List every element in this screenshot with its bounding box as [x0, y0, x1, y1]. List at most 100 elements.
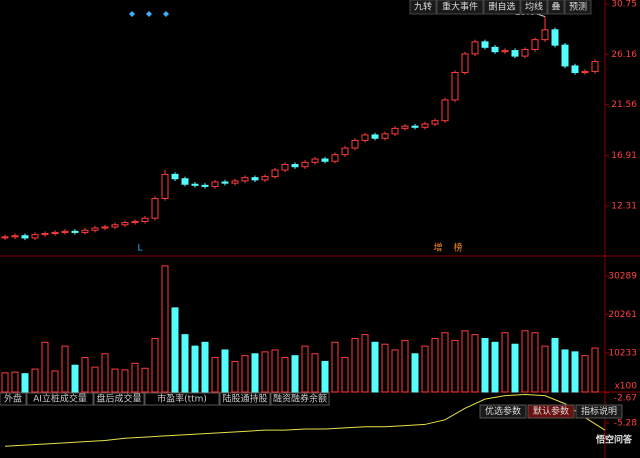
volume-bar: [41, 341, 49, 393]
indicator-button[interactable]: [479, 404, 527, 419]
event-marker: 榜: [453, 242, 462, 254]
candle-body: [541, 29, 549, 41]
toolbar-button[interactable]: [436, 0, 484, 15]
candle-body: [21, 235, 29, 239]
tab-label[interactable]: 融资融券余额: [273, 393, 327, 405]
watermark: 悟空问答: [596, 434, 633, 446]
volume-bar: [181, 334, 189, 393]
y-tick-label: 21.56: [611, 100, 637, 110]
candle-body: [261, 176, 269, 181]
candle-body: [361, 134, 369, 141]
tab[interactable]: [0, 392, 27, 406]
candle-body: [111, 224, 119, 228]
volume-bar: [171, 307, 179, 393]
volume-bar: [31, 368, 39, 393]
volume-bar: [151, 337, 159, 393]
volume-bar: [271, 349, 279, 393]
toolbar-button[interactable]: [547, 0, 565, 15]
candle-body: [141, 217, 149, 222]
candle-body: [281, 164, 289, 171]
volume-bar: [321, 360, 329, 393]
tab[interactable]: [93, 392, 145, 406]
volume-bar: [481, 337, 489, 393]
tab[interactable]: [219, 392, 271, 406]
candle-body: [181, 178, 189, 185]
volume-bar: [161, 265, 169, 393]
candle-body: [421, 123, 429, 128]
volume-bar: [61, 345, 69, 393]
candle-body: [91, 227, 99, 231]
volume-bar: [451, 339, 459, 393]
candle-body: [211, 181, 219, 187]
indicator-button-label[interactable]: 默认参数: [533, 405, 569, 417]
volume-bar: [391, 349, 399, 393]
volume-bar: [281, 357, 289, 393]
volume-bar: [81, 357, 89, 393]
volume-bar: [51, 370, 59, 393]
volume-bar: [561, 349, 569, 393]
toolbar-button[interactable]: [564, 0, 592, 15]
toolbar-label[interactable]: 九转: [414, 1, 432, 13]
tab-label[interactable]: AI立桩成交量: [33, 393, 87, 405]
candle-body: [131, 220, 139, 224]
candle-body: [501, 50, 509, 53]
candle-body: [351, 139, 359, 149]
volume-bar: [381, 343, 389, 393]
toolbar-button[interactable]: [483, 0, 521, 15]
volume-bar: [231, 360, 239, 393]
y-tick-label: 30.75: [611, 0, 637, 10]
toolbar-button[interactable]: [520, 0, 548, 15]
volume-bar: [11, 371, 19, 393]
event-icon: [146, 11, 152, 17]
indicator-button[interactable]: [575, 404, 623, 419]
volume-bar: [191, 345, 199, 393]
toolbar-label[interactable]: 预测: [569, 2, 587, 13]
volume-bar: [201, 341, 209, 393]
event-icon: [163, 11, 169, 17]
indicator-button-label[interactable]: 指标说明: [581, 405, 617, 417]
volume-bar: [581, 355, 589, 393]
candle-body: [11, 235, 19, 238]
candle-body: [481, 41, 489, 48]
tab-label[interactable]: 市盈率(ttm): [157, 393, 207, 405]
volume-bar: [141, 367, 149, 393]
indicator-line: [4, 394, 606, 447]
candle-body: [331, 154, 339, 162]
candle-body: [591, 61, 599, 72]
volume-bar: [551, 337, 559, 393]
candle-body: [511, 50, 519, 57]
tab[interactable]: [144, 392, 220, 406]
candle-body: [521, 49, 529, 57]
toolbar-label[interactable]: 均线: [525, 1, 543, 13]
toolbar-label[interactable]: 重大事件: [442, 1, 478, 13]
toolbar-label[interactable]: 叠: [551, 2, 560, 13]
tab[interactable]: [270, 392, 330, 406]
volume-bar: [471, 334, 479, 393]
tab-label[interactable]: 陆股通持股: [222, 393, 267, 405]
volume-bar: [411, 353, 419, 393]
volume-bar: [241, 355, 249, 393]
volume-bar: [531, 332, 539, 393]
volume-bar: [251, 353, 259, 393]
toolbar-button[interactable]: [409, 0, 437, 15]
volume-bar: [301, 345, 309, 393]
volume-bar: [401, 339, 409, 393]
candle-body: [311, 158, 319, 163]
volume-bar: [291, 355, 299, 393]
tab-label[interactable]: 盘后成交量: [96, 393, 141, 405]
indicator-button[interactable]: [527, 404, 575, 419]
candle-body: [241, 177, 249, 182]
volume-bar: [591, 347, 599, 393]
candle-body: [341, 147, 349, 156]
toolbar-label[interactable]: 删自选: [488, 1, 515, 13]
volume-bar: [491, 341, 499, 393]
event-marker: 增: [433, 242, 442, 254]
tab[interactable]: [26, 392, 94, 406]
volume-bar: [311, 353, 319, 393]
volume-bar: [441, 332, 449, 393]
candle-body: [491, 46, 499, 53]
indicator-button-label[interactable]: 优选参数: [485, 405, 521, 417]
tab-label[interactable]: 外盘: [4, 393, 22, 405]
volume-bar: [121, 369, 129, 393]
candle-body: [461, 53, 469, 74]
